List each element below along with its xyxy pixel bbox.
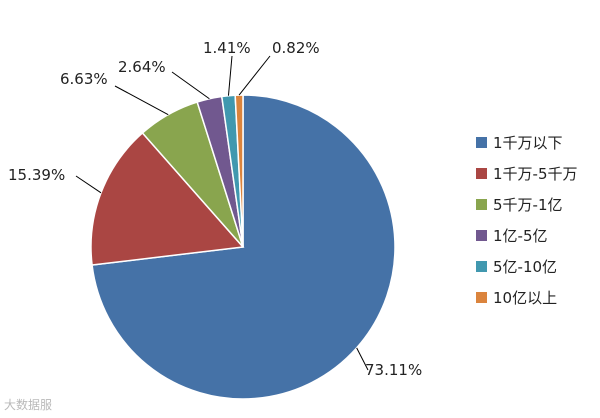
leader-line-4: [227, 55, 233, 96]
legend-swatch-3: [476, 229, 487, 241]
legend-swatch-4: [476, 260, 487, 272]
legend: 1千万以下 1千万-5千万 5千万-1亿 1亿-5亿 5亿-10亿 10亿以上: [476, 130, 578, 316]
legend-swatch-0: [476, 136, 487, 148]
leader-line-2: [114, 85, 169, 116]
legend-label-1: 1千万-5千万: [493, 164, 578, 183]
legend-swatch-5: [476, 291, 487, 303]
legend-label-3: 1亿-5亿: [493, 226, 548, 245]
legend-label-2: 5千万-1亿: [493, 195, 563, 214]
leader-line-5: [238, 55, 271, 96]
legend-label-4: 5亿-10亿: [493, 257, 558, 276]
data-label-5: 0.82%: [272, 39, 320, 57]
legend-item-2: 5千万-1亿: [476, 192, 578, 216]
legend-item-4: 5亿-10亿: [476, 254, 578, 278]
leader-line-0: [356, 347, 369, 371]
legend-label-5: 10亿以上: [493, 288, 558, 307]
leader-line-3: [171, 71, 210, 100]
watermark-text: 大数据服: [4, 398, 53, 412]
data-labels: 73.11% 15.39% 6.63% 2.64% 1.41% 0.82%: [8, 39, 422, 379]
data-label-1: 15.39%: [8, 166, 65, 184]
legend-swatch-1: [476, 167, 487, 179]
pie-slice-1: [90, 131, 245, 266]
legend-swatch-2: [476, 198, 487, 210]
pie-slice-5: [234, 94, 244, 248]
data-label-3: 2.64%: [118, 58, 166, 76]
legend-item-5: 10亿以上: [476, 285, 578, 309]
pie-slices: [90, 94, 396, 400]
leader-line-1: [75, 175, 102, 194]
leader-lines: [75, 55, 369, 371]
legend-item-0: 1千万以下: [476, 130, 578, 154]
data-label-2: 6.63%: [60, 70, 108, 88]
legend-item-1: 1千万-5千万: [476, 161, 578, 185]
data-label-0: 73.11%: [365, 361, 422, 379]
data-label-4: 1.41%: [203, 39, 251, 57]
watermark: 大数据服: [4, 396, 52, 413]
legend-label-0: 1千万以下: [493, 133, 563, 152]
legend-item-3: 1亿-5亿: [476, 223, 578, 247]
